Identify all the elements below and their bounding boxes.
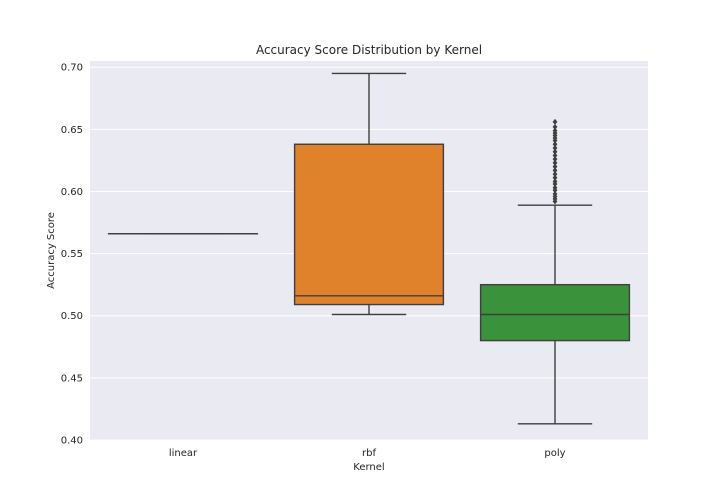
box-series <box>107 72 631 425</box>
y-tick-label: 0.50 <box>61 311 83 322</box>
iqr-box <box>479 283 631 342</box>
outlier-point <box>552 163 558 170</box>
y-tick-label: 0.45 <box>61 373 83 384</box>
outlier-point <box>552 144 558 151</box>
outlier-point <box>552 152 558 159</box>
outlier-point <box>552 167 558 174</box>
outlier-point <box>552 148 558 155</box>
y-axis-label: Accuracy Score <box>46 212 57 289</box>
iqr-box <box>293 143 445 306</box>
box-poly <box>479 118 631 425</box>
y-tick-label: 0.70 <box>61 63 83 74</box>
chart-title: Accuracy Score Distribution by Kernel <box>256 43 482 57</box>
y-tick-label: 0.60 <box>61 187 83 198</box>
outlier-point <box>552 141 558 148</box>
outlier-point <box>552 178 558 185</box>
x-tick-label: rbf <box>362 448 376 459</box>
outlier-point <box>552 174 558 181</box>
box-rbf <box>293 72 445 316</box>
x-tick-label: linear <box>169 448 198 459</box>
y-tick-label: 0.65 <box>61 125 83 136</box>
x-axis-label: Kernel <box>353 462 384 473</box>
outlier-point <box>552 190 558 197</box>
outlier-point <box>552 156 558 163</box>
y-tick-label: 0.40 <box>61 436 83 447</box>
outlier-point <box>552 127 558 134</box>
y-tick-label: 0.55 <box>61 249 83 260</box>
x-axis-ticks: linear rbf poly <box>169 448 566 459</box>
outlier-point <box>552 159 558 166</box>
outlier-point <box>552 184 558 191</box>
outlier-point <box>552 118 558 125</box>
outlier-point <box>552 123 558 130</box>
outlier-point <box>552 171 558 178</box>
x-tick-label: poly <box>544 448 565 459</box>
y-axis-ticks: 0.40 0.45 0.50 0.55 0.60 0.65 0.70 <box>61 63 83 447</box>
